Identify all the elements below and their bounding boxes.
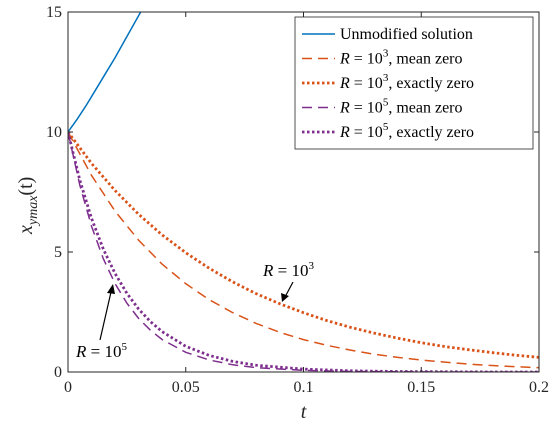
x-tick-label: 0.1 [294,379,314,396]
x-tick-label: 0 [64,379,72,396]
x-axis-label: t [301,401,307,423]
x-tick-label: 0.2 [529,379,549,396]
x-tick-label: 0.15 [407,379,435,396]
y-tick-label: 15 [46,4,62,21]
legend-label-5: R = 105, exactly zero [339,121,474,141]
x-tick-label: 0.05 [172,379,200,396]
y-tick-label: 10 [46,124,62,141]
legend-label-1: Unmodified solution [340,26,473,43]
annotation-label-r1e5: R = 105 [75,341,127,361]
y-tick-label: 5 [54,244,62,261]
annotation-label-r1e3: R = 103 [262,260,314,280]
legend: Unmodified solution R = 103, mean zero R =… [295,17,533,149]
legend-label-3: R = 103, exactly zero [339,72,474,92]
y-axis-label: xymax(t) [15,177,41,235]
legend-label-4: R = 105, mean zero [339,97,463,117]
legend-label-2: R = 103, mean zero [339,48,463,68]
y-tick-label: 0 [54,364,62,381]
